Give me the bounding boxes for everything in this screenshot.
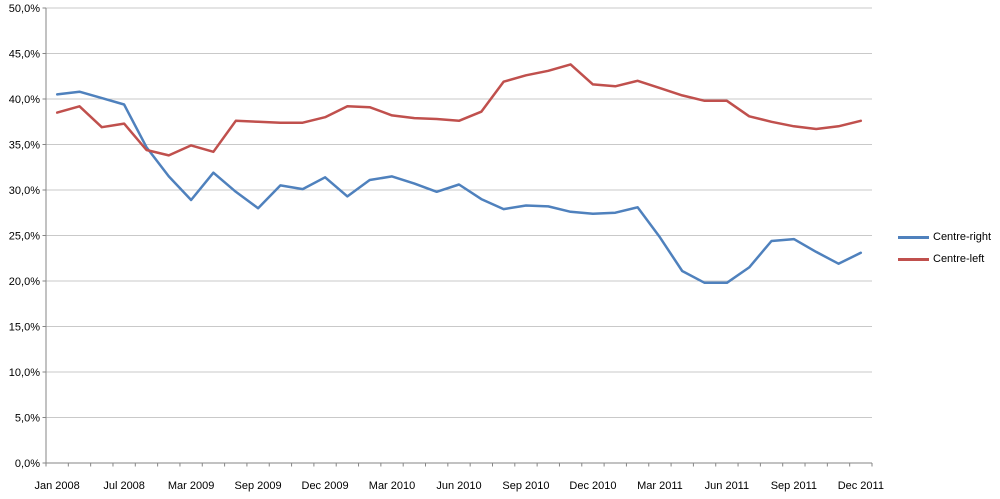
y-axis-tick-label: 20,0% bbox=[9, 276, 40, 288]
y-axis-tick-label: 40,0% bbox=[9, 94, 40, 106]
x-axis-tick-label: Sep 2009 bbox=[235, 480, 282, 492]
chart-legend: Centre-right Centre-left bbox=[898, 229, 991, 273]
legend-label-centre-left: Centre-left bbox=[933, 253, 985, 265]
y-axis-tick-label: 5,0% bbox=[15, 413, 40, 425]
y-axis-tick-label: 35,0% bbox=[9, 140, 40, 152]
legend-label-centre-right: Centre-right bbox=[933, 231, 992, 243]
x-axis-tick-label: Dec 2011 bbox=[838, 480, 884, 492]
y-axis-tick-label: 30,0% bbox=[9, 185, 40, 197]
x-axis-tick-label: Mar 2011 bbox=[637, 480, 683, 492]
y-axis-tick-label: 15,0% bbox=[9, 322, 40, 334]
series-line-centre-right bbox=[55, 90, 863, 285]
x-axis-tick-label: Mar 2009 bbox=[168, 480, 214, 492]
y-axis-tick-label: 10,0% bbox=[9, 367, 40, 379]
legend-item-centre-left: Centre-left bbox=[898, 251, 991, 267]
x-axis-tick-label: Mar 2010 bbox=[369, 480, 415, 492]
x-axis-tick-label: Jun 2011 bbox=[705, 480, 749, 492]
x-axis-tick-label: Dec 2009 bbox=[302, 480, 349, 492]
legend-item-centre-right: Centre-right bbox=[898, 229, 991, 245]
y-axis-tick-label: 25,0% bbox=[9, 231, 40, 243]
series-line-centre-left bbox=[55, 63, 863, 157]
y-axis-tick-label: 0,0% bbox=[15, 458, 40, 470]
x-axis-tick-label: Jul 2008 bbox=[103, 480, 145, 492]
x-axis-tick-label: Jun 2010 bbox=[436, 480, 481, 492]
x-axis-tick-label: Sep 2011 bbox=[771, 480, 817, 492]
y-axis-tick-label: 50,0% bbox=[9, 3, 40, 15]
x-axis-tick-label: Jan 2008 bbox=[35, 480, 80, 492]
y-axis-tick-label: 45,0% bbox=[9, 49, 40, 61]
x-axis-tick-label: Sep 2010 bbox=[502, 480, 549, 492]
x-axis-tick-label: Dec 2010 bbox=[569, 480, 616, 492]
centre-left-line-swatch bbox=[898, 257, 929, 261]
centre-right-line-swatch bbox=[898, 235, 929, 239]
